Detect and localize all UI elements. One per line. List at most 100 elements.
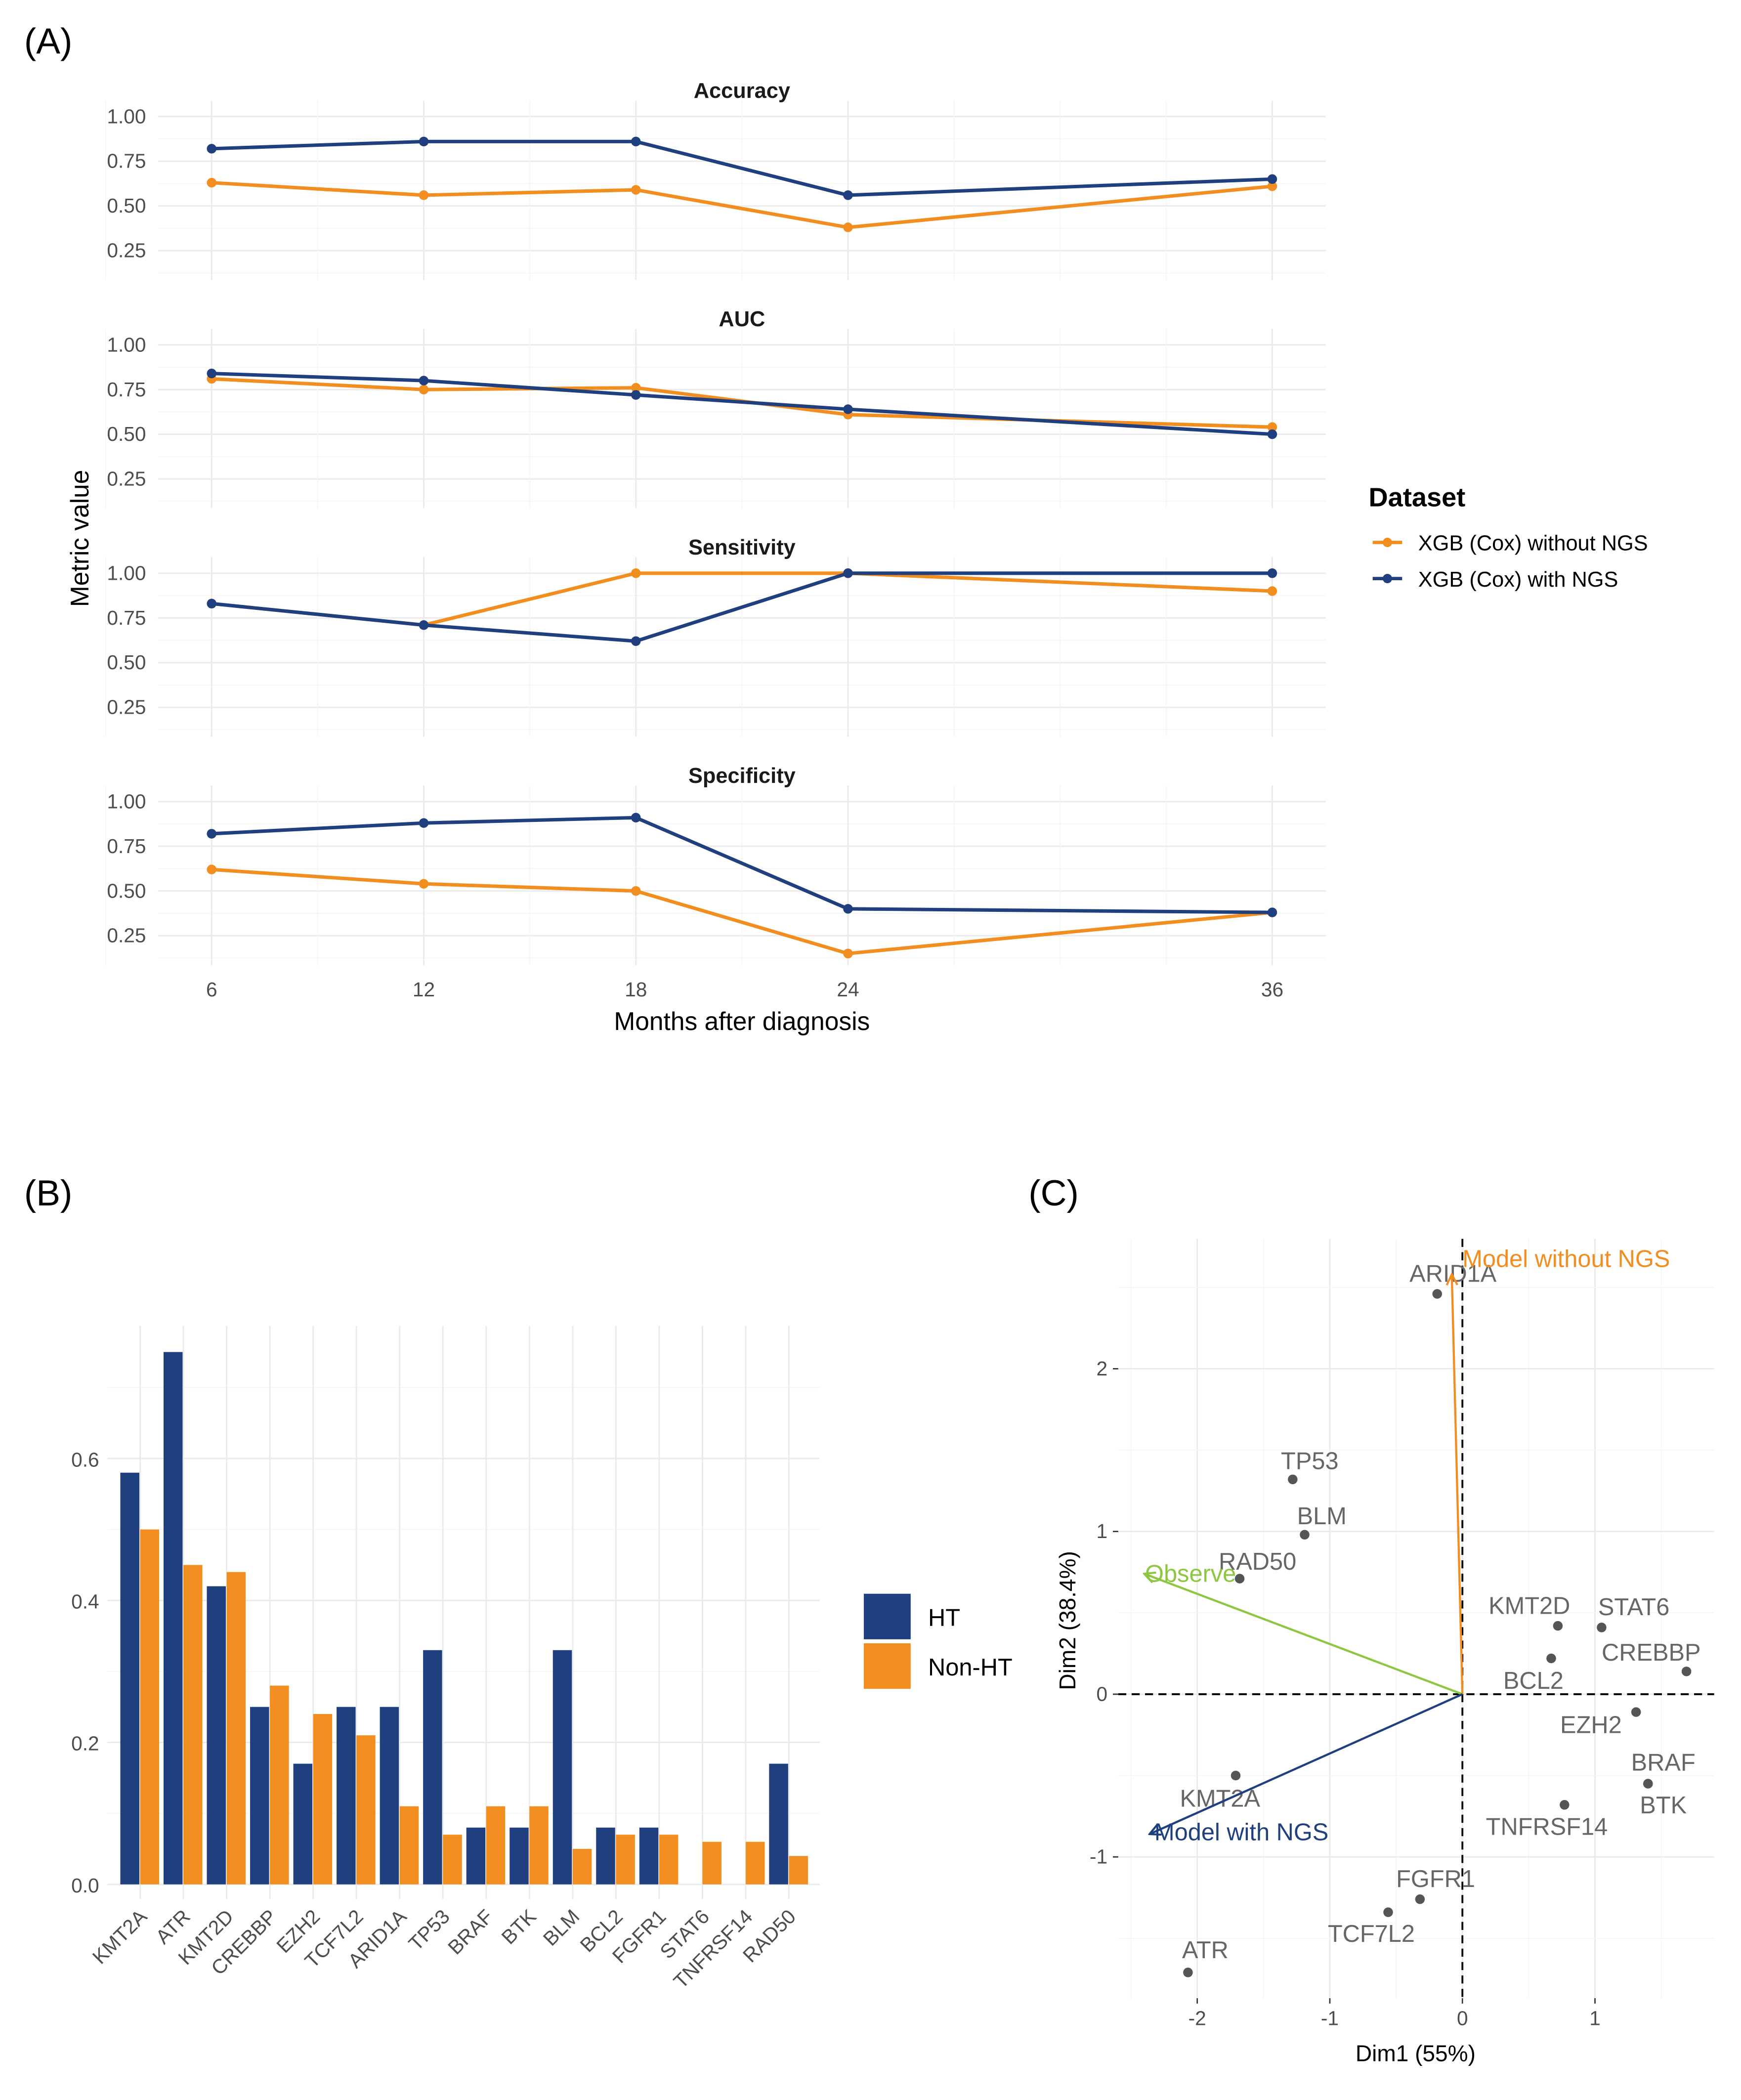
data-point bbox=[843, 222, 853, 232]
x-tick-label: BTK bbox=[497, 1905, 541, 1948]
data-point bbox=[631, 136, 641, 147]
data-point bbox=[1234, 1574, 1245, 1584]
data-point bbox=[207, 864, 217, 875]
data-point bbox=[1415, 1894, 1425, 1904]
data-point bbox=[419, 818, 429, 828]
loading-arrow bbox=[1149, 1693, 1463, 1834]
legend-label-ht: HT bbox=[928, 1605, 960, 1631]
y-tick-label: -1 bbox=[1090, 1845, 1107, 1868]
data-point bbox=[843, 904, 853, 914]
data-point bbox=[1681, 1667, 1692, 1676]
y-tick-label: 0.50 bbox=[107, 194, 146, 217]
facet-title: Specificity bbox=[688, 764, 796, 788]
data-point bbox=[1267, 174, 1277, 184]
facet-sensitivity: Sensitivity 0.25 0.50 0.75 1.00 bbox=[105, 536, 1326, 737]
data-point bbox=[419, 136, 429, 147]
bar-non-ht bbox=[356, 1735, 376, 1885]
point-label: ATR bbox=[1182, 1937, 1229, 1964]
bar-non-ht bbox=[226, 1572, 246, 1885]
y-tick-label: 2 bbox=[1097, 1357, 1108, 1380]
y-tick-label: 0.0 bbox=[71, 1874, 99, 1897]
data-point bbox=[207, 368, 217, 379]
bar-ht bbox=[466, 1827, 486, 1885]
y-axis-label: Dim2 (38.4%) bbox=[1055, 1551, 1080, 1690]
bar-non-ht bbox=[529, 1806, 549, 1885]
data-point bbox=[419, 376, 429, 386]
data-point bbox=[1267, 586, 1277, 596]
data-point bbox=[1553, 1621, 1563, 1631]
bar-ht bbox=[423, 1650, 442, 1885]
data-point bbox=[207, 144, 217, 154]
x-tick-label: 6 bbox=[206, 978, 217, 1001]
data-point bbox=[1288, 1474, 1298, 1485]
x-axis-label: Dim1 (55%) bbox=[1356, 2040, 1476, 2066]
facet-title: AUC bbox=[719, 307, 765, 331]
point-label: STAT6 bbox=[1598, 1594, 1670, 1621]
point-label: BCL2 bbox=[1503, 1668, 1564, 1694]
x-tick-label: BLM bbox=[539, 1905, 584, 1950]
facet-auc: AUC 0.25 0.50 0.75 1.00 bbox=[105, 307, 1326, 509]
legend-item-with-ngs: XGB (Cox) with NGS bbox=[1372, 568, 1618, 592]
y-tick-label: 0.6 bbox=[71, 1448, 99, 1471]
facet-specificity: Specificity 0.25 0.50 0.75 1.00 bbox=[105, 764, 1326, 965]
y-tick-label: 0.25 bbox=[107, 696, 146, 719]
bar-non-ht bbox=[745, 1842, 765, 1885]
data-point bbox=[631, 390, 641, 400]
loading-arrow bbox=[1144, 1574, 1463, 1695]
x-tick-label: -1 bbox=[1321, 2007, 1339, 2029]
data-point bbox=[631, 383, 641, 393]
loading-arrow bbox=[1452, 1274, 1464, 1694]
y-tick-label: 0.75 bbox=[107, 835, 146, 857]
x-tick-label: 18 bbox=[625, 978, 647, 1001]
x-tick-label: 1 bbox=[1589, 2007, 1601, 2029]
x-tick-label: BRAF bbox=[443, 1905, 497, 1959]
data-point bbox=[1267, 181, 1277, 191]
y-tick-label: 1.00 bbox=[107, 105, 146, 128]
y-tick-label: 0.25 bbox=[107, 239, 146, 262]
y-tick-label: 1.00 bbox=[107, 790, 146, 813]
point-label: BRAF bbox=[1631, 1749, 1696, 1776]
legend-label-non-ht: Non-HT bbox=[928, 1654, 1013, 1681]
data-point bbox=[1432, 1289, 1443, 1299]
bar-ht bbox=[250, 1707, 269, 1885]
data-point bbox=[1267, 429, 1277, 439]
bar-non-ht bbox=[702, 1842, 722, 1885]
x-tick-label: KMT2A bbox=[88, 1905, 152, 1969]
x-tick-label: 24 bbox=[837, 978, 859, 1001]
y-tick-label: 1 bbox=[1097, 1520, 1108, 1543]
data-point bbox=[1597, 1623, 1607, 1632]
bar-ht bbox=[207, 1586, 226, 1885]
x-tick-label: 0 bbox=[1457, 2007, 1468, 2029]
y-tick-label: 0.25 bbox=[107, 924, 146, 947]
bar-ht bbox=[639, 1827, 659, 1885]
bar-non-ht bbox=[313, 1714, 333, 1885]
y-tick-label: 1.00 bbox=[107, 561, 146, 584]
data-point bbox=[1267, 568, 1277, 578]
bar-ht bbox=[596, 1827, 615, 1885]
y-tick-label: 0.75 bbox=[107, 150, 146, 172]
legend-title: Dataset bbox=[1369, 482, 1466, 512]
y-tick-label: 0.2 bbox=[71, 1732, 99, 1755]
data-point bbox=[419, 190, 429, 200]
point-label: BTK bbox=[1640, 1792, 1687, 1819]
bar-ht bbox=[769, 1763, 788, 1885]
point-label: EZH2 bbox=[1560, 1712, 1622, 1739]
data-point bbox=[843, 404, 853, 414]
bar-non-ht bbox=[486, 1806, 506, 1885]
y-tick-label: 0.50 bbox=[107, 423, 146, 445]
data-point bbox=[1546, 1653, 1556, 1664]
point-label: CREBBP bbox=[1602, 1639, 1701, 1666]
x-tick-label: -2 bbox=[1189, 2007, 1206, 2029]
bar-ht bbox=[293, 1763, 313, 1885]
panel-a: (A) Months after diagnosis Metric value … bbox=[24, 21, 1648, 1035]
bar-non-ht bbox=[399, 1806, 419, 1885]
x-axis-label: Months after diagnosis bbox=[614, 1007, 870, 1035]
data-point bbox=[207, 829, 217, 839]
bar-ht bbox=[510, 1827, 529, 1885]
x-tick-label: 36 bbox=[1261, 978, 1283, 1001]
bar-non-ht bbox=[659, 1835, 679, 1885]
facet-accuracy: Accuracy 0.25 0.50 0.75 1.00 bbox=[105, 79, 1326, 280]
bar-non-ht bbox=[789, 1856, 808, 1885]
